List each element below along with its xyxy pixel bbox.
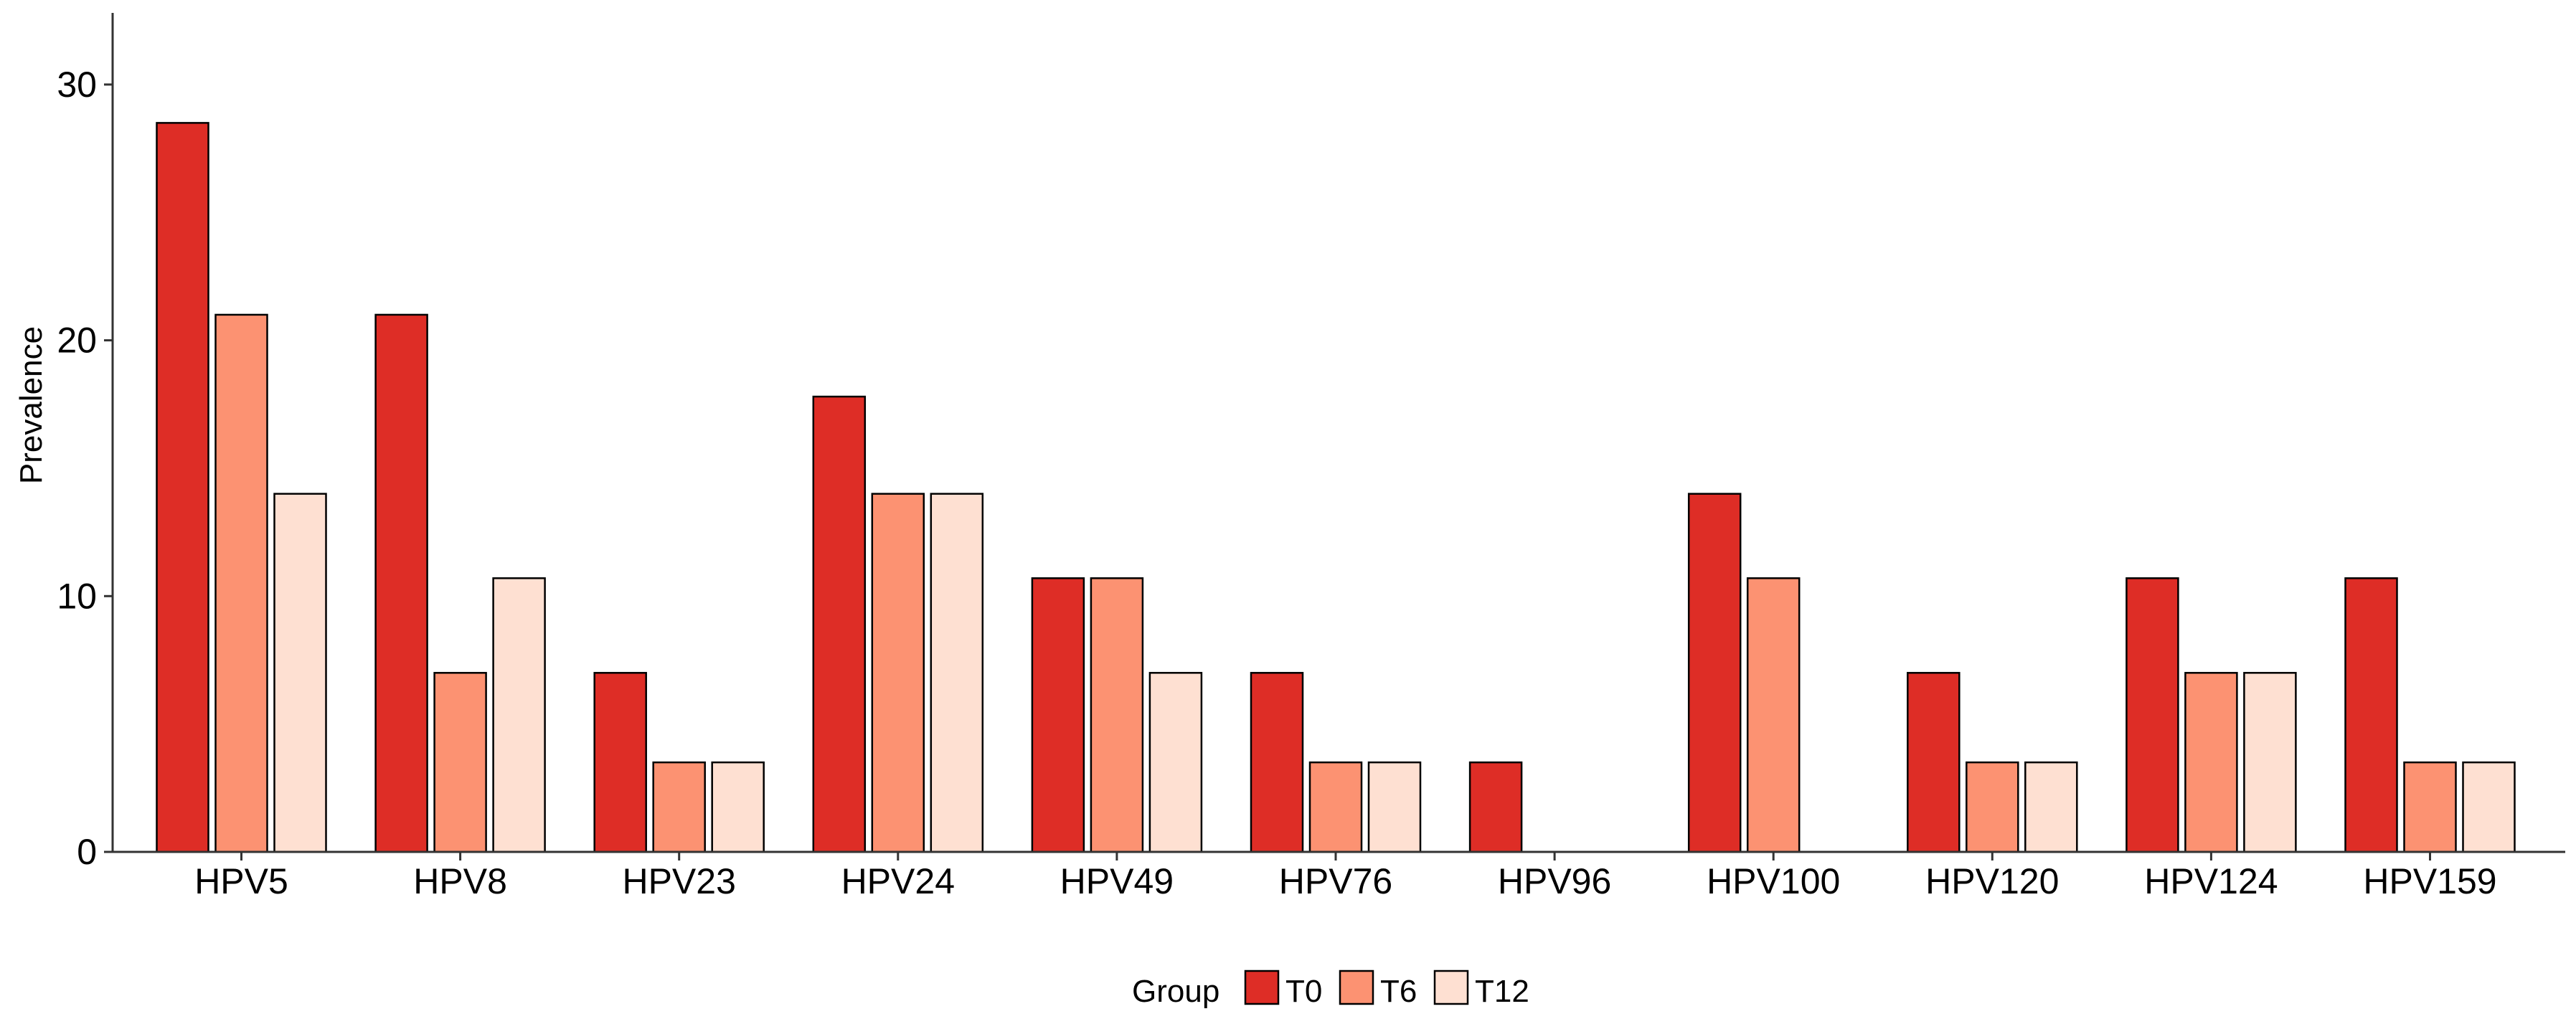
x-tick-label: HPV49: [1060, 861, 1174, 901]
x-tick-label: HPV100: [1707, 861, 1840, 901]
x-tick-label: HPV24: [841, 861, 955, 901]
bars: [156, 122, 2516, 853]
bar-hpv100-t6: [1746, 577, 1801, 853]
bar-hpv5-t0: [156, 122, 209, 853]
bar-hpv120-t6: [1966, 761, 2019, 853]
bar-hpv76-t0: [1250, 672, 1304, 853]
bar-hpv23-t6: [652, 761, 706, 853]
x-tick-label: HPV8: [413, 861, 507, 901]
legend: Group T0 T6 T12: [1132, 970, 1529, 1009]
x-tick-label: HPV124: [2144, 861, 2278, 901]
x-tick-label: HPV96: [1498, 861, 1611, 901]
bar-hpv100-t0: [1687, 493, 1742, 853]
legend-key-t6: [1339, 970, 1374, 1005]
bar-hpv8-t0: [374, 313, 428, 853]
bar-hpv5-t12: [273, 493, 327, 853]
bar-hpv76-t12: [1367, 761, 1422, 853]
bar-hpv49-t12: [1148, 672, 1203, 853]
x-tick-label: HPV5: [194, 861, 288, 901]
bar-hpv8-t6: [433, 672, 487, 853]
bar-hpv8-t12: [492, 577, 546, 853]
bar-hpv76-t6: [1308, 761, 1363, 853]
bar-hpv96-t0: [1468, 761, 1523, 853]
x-tick-label: HPV23: [622, 861, 735, 901]
legend-title: Group: [1132, 974, 1219, 1009]
y-axis-title: Prevalence: [14, 326, 49, 484]
bar-hpv23-t12: [711, 761, 765, 853]
bar-hpv159-t12: [2462, 761, 2516, 853]
bar-hpv49-t0: [1031, 577, 1085, 853]
bar-hpv159-t6: [2403, 761, 2457, 853]
y-tick-label: 30: [57, 65, 97, 105]
x-tick-label: HPV76: [1279, 861, 1392, 901]
bar-hpv120-t12: [2024, 761, 2078, 853]
legend-key-t0: [1244, 970, 1280, 1005]
bar-hpv124-t12: [2243, 672, 2297, 853]
legend-label-t6: T6: [1380, 974, 1417, 1009]
legend-label-t12: T12: [1475, 974, 1529, 1009]
y-tick-label: 0: [77, 832, 97, 872]
x-axis-ticks: HPV5 HPV8 HPV23 HPV24 HPV49 HPV76 HPV96 HPV100 H…: [194, 852, 2497, 901]
bar-hpv120-t0: [1907, 672, 1961, 853]
bar-hpv124-t6: [2184, 672, 2238, 853]
bar-hpv24-t12: [930, 493, 984, 853]
x-tick-label: HPV159: [2363, 861, 2496, 901]
y-axis-ticks: 0 10 20 30: [57, 65, 113, 872]
bar-hpv49-t6: [1090, 577, 1144, 853]
y-tick-label: 10: [57, 576, 97, 616]
bar-hpv24-t6: [871, 493, 925, 853]
bar-hpv124-t0: [2126, 577, 2179, 853]
y-tick-label: 20: [57, 321, 97, 361]
bar-hpv159-t0: [2344, 577, 2398, 853]
bar-hpv23-t0: [593, 672, 647, 853]
x-tick-label: HPV120: [1925, 861, 2059, 901]
legend-label-t0: T0: [1285, 974, 1322, 1009]
bar-hpv24-t0: [812, 395, 867, 853]
bar-hpv5-t6: [214, 313, 268, 853]
legend-key-t12: [1433, 970, 1469, 1005]
